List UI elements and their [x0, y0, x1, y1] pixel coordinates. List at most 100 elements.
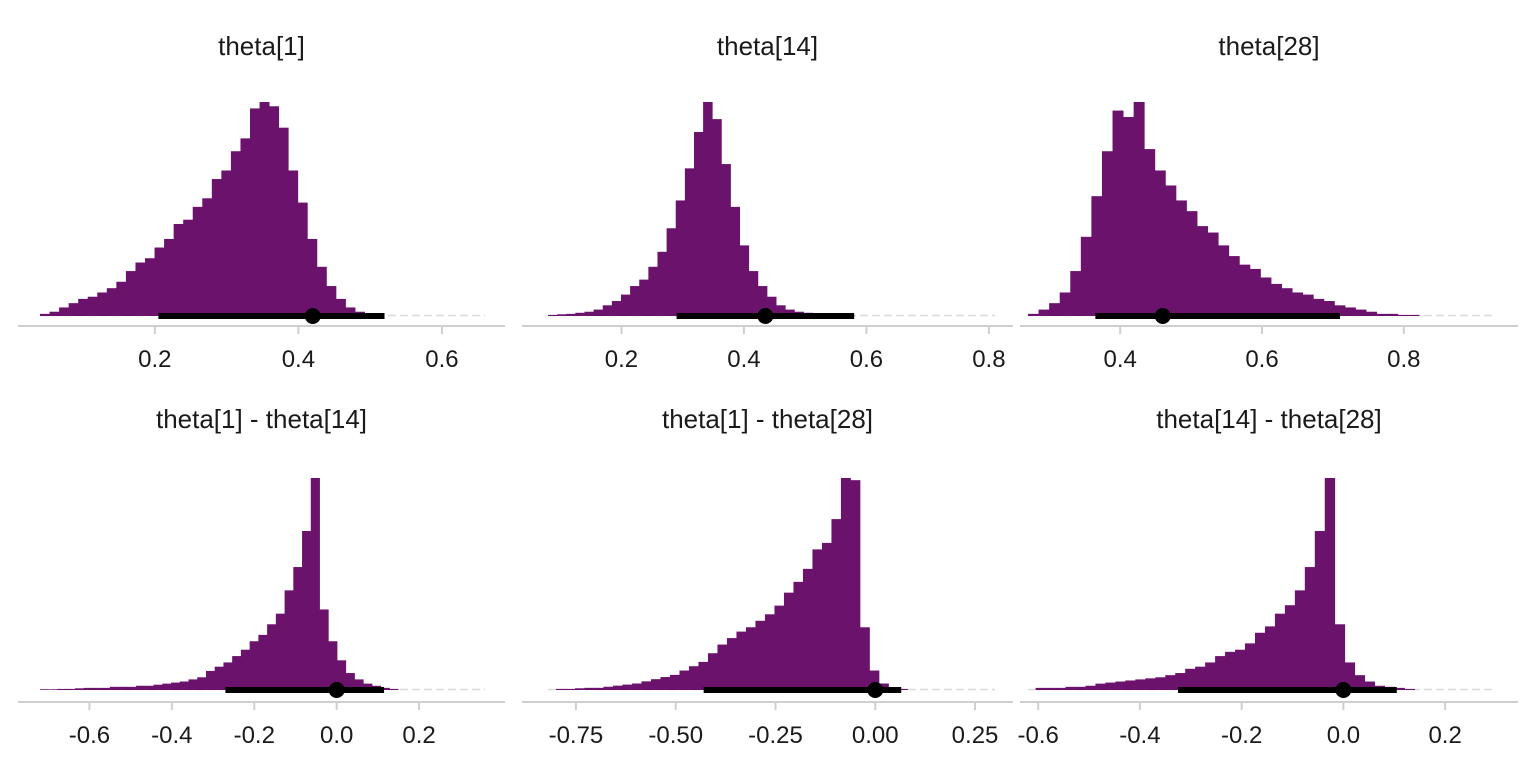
histogram-bar	[1155, 677, 1166, 690]
x-tick-label: 0.25	[952, 722, 999, 749]
histogram-bar	[183, 219, 194, 316]
histogram-bar	[1105, 682, 1116, 690]
histogram-bar	[657, 251, 667, 316]
x-tick-label: 0.0	[1327, 722, 1360, 749]
histogram-bar	[859, 627, 870, 690]
histogram-bar	[712, 119, 722, 317]
histogram-bar	[812, 549, 823, 690]
histogram-bar	[267, 624, 277, 690]
histogram-bar	[548, 314, 558, 316]
histogram-bar	[1055, 687, 1066, 690]
histogram-bar	[258, 634, 268, 690]
histogram-bar	[602, 305, 613, 316]
histogram-bar	[1366, 311, 1378, 316]
histogram-bar	[555, 688, 566, 690]
histogram-bar	[125, 271, 136, 316]
histogram-bar	[622, 684, 633, 690]
histogram-bar	[316, 266, 327, 316]
histogram-bar	[337, 660, 347, 690]
histogram-bar	[328, 641, 338, 690]
histogram-bar	[205, 670, 216, 690]
histogram-bar	[57, 688, 67, 690]
x-tick-label: 0.2	[402, 722, 435, 749]
x-tick-label: -0.75	[549, 722, 604, 749]
histogram-bar	[179, 681, 189, 690]
histogram-bar	[1186, 211, 1198, 316]
histogram-bar	[319, 609, 329, 690]
histogram-bar	[1304, 567, 1316, 690]
histogram-bar	[145, 258, 155, 316]
histogram-bar	[335, 298, 346, 316]
histogram-bar	[1364, 681, 1376, 690]
histogram-bar	[776, 305, 786, 316]
histogram-bar	[221, 170, 232, 316]
histogram-bar	[1271, 283, 1282, 316]
histogram-bar	[641, 681, 652, 690]
histogram-bar	[68, 303, 79, 316]
histogram-bar	[1185, 668, 1196, 690]
histogram-bar	[275, 613, 285, 690]
histogram-bar	[679, 670, 690, 690]
point-estimate	[328, 682, 345, 698]
histogram-bar	[831, 519, 842, 690]
panel-title: theta[1]	[218, 31, 305, 61]
histogram-bar	[1344, 662, 1356, 690]
histogram-bar	[793, 581, 804, 690]
histogram-bar	[1344, 307, 1356, 316]
histogram-bar	[785, 309, 795, 316]
histogram-bar	[603, 686, 614, 690]
histogram-bar	[197, 677, 207, 690]
histogram-bar	[650, 679, 661, 690]
histogram-bar	[1195, 666, 1206, 690]
histogram-bar	[1205, 662, 1216, 690]
histogram-bar	[211, 179, 222, 316]
x-tick-label: 0.6	[1245, 346, 1278, 373]
x-tick-label: 0.6	[425, 346, 458, 373]
histogram-bar	[1125, 680, 1136, 690]
x-tick-label: -0.4	[1119, 722, 1160, 749]
histogram-bar	[1404, 688, 1415, 690]
histogram-bar	[293, 567, 303, 690]
histogram-bar	[1228, 256, 1240, 316]
histogram-bar	[307, 238, 318, 316]
panel-3: theta[28] 0.4 0.6 0.8	[1020, 31, 1518, 373]
histogram-bar	[153, 684, 163, 690]
histogram-bar	[1274, 613, 1286, 690]
panel-title: theta[1] - theta[28]	[662, 404, 873, 434]
panel-title: theta[1] - theta[14]	[156, 404, 367, 434]
histogram-bar	[173, 223, 184, 316]
histogram-bar	[380, 687, 390, 690]
histogram-bar	[639, 279, 649, 316]
histogram-bar	[250, 108, 260, 316]
histogram-bar	[1075, 686, 1086, 690]
point-estimate	[1154, 308, 1171, 324]
histogram-bar	[240, 138, 251, 316]
histogram-bar	[1049, 303, 1061, 316]
histogram-bar	[1235, 649, 1246, 690]
histogram-bar	[1207, 232, 1219, 316]
histogram-bar	[575, 312, 585, 316]
histogram-bar	[1245, 643, 1256, 690]
histogram-bar	[1294, 590, 1306, 690]
histogram-bar	[1133, 102, 1145, 316]
histogram-bar	[745, 627, 756, 690]
histogram-bar	[78, 298, 89, 316]
histogram-bar	[136, 685, 146, 690]
histogram-bar	[214, 666, 224, 690]
panel-4: theta[1] - theta[14] -0.6 -0.4 -0.2 0.0 0.2	[18, 404, 505, 749]
histogram-bar	[240, 649, 251, 690]
panel-6: theta[14] - theta[28] -0.6 -0.4 -0.2 0.0 0.2	[1017, 404, 1518, 749]
histogram-bar	[40, 313, 50, 316]
x-tick-label: 0.8	[1387, 346, 1420, 373]
histogram-bar	[693, 131, 704, 316]
histogram-bar	[869, 670, 880, 690]
histogram-bar	[101, 687, 111, 690]
histogram-bar	[1397, 314, 1409, 316]
histogram-bar	[675, 200, 686, 316]
histogram-bar	[1264, 626, 1276, 690]
histogram-bar	[698, 661, 709, 690]
histogram-bar	[565, 688, 576, 690]
histogram-bar	[593, 309, 604, 316]
panel-title: theta[28]	[1218, 31, 1319, 61]
